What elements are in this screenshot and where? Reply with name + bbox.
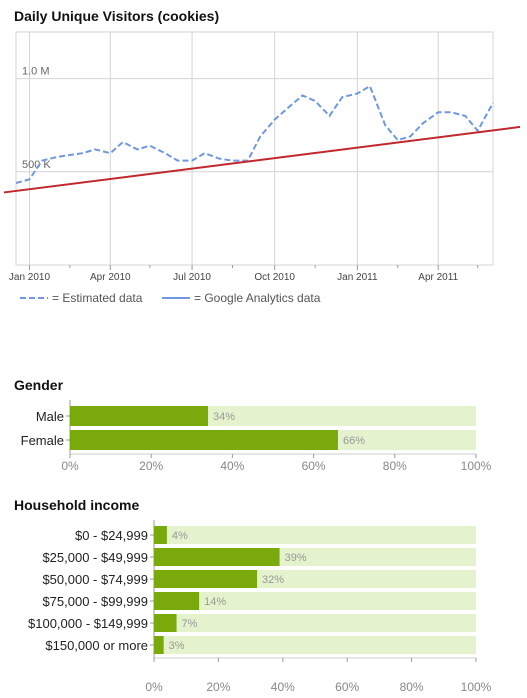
bar-track xyxy=(154,526,476,544)
bar-value-label: 14% xyxy=(204,596,226,608)
bar xyxy=(70,430,338,450)
category-label: Female xyxy=(21,433,64,448)
x-tick-label: 80% xyxy=(400,680,424,694)
bar-value-label: 66% xyxy=(343,435,365,447)
category-label: $50,000 - $74,999 xyxy=(42,572,148,587)
bar-track xyxy=(154,592,476,610)
category-label: $150,000 or more xyxy=(45,638,148,653)
gender-chart-title: Gender xyxy=(14,377,64,393)
estimated-data-line xyxy=(15,84,494,184)
x-tick-label: 40% xyxy=(271,680,295,694)
x-tick-label: 0% xyxy=(145,680,163,694)
bar xyxy=(154,570,258,588)
x-tick-label: 60% xyxy=(302,459,326,473)
x-tick-label: 20% xyxy=(206,680,230,694)
legend-analytics-label: = Google Analytics data xyxy=(194,291,321,305)
bar-value-label: 39% xyxy=(285,552,307,564)
bar xyxy=(154,592,200,610)
x-tick-label: 20% xyxy=(139,459,163,473)
x-tick-label: Oct 2010 xyxy=(254,272,295,283)
x-tick-label: 100% xyxy=(461,680,492,694)
bar-track xyxy=(154,636,476,654)
bar xyxy=(154,636,164,654)
bar xyxy=(70,406,209,426)
x-tick-label: 40% xyxy=(220,459,244,473)
bar xyxy=(154,614,177,632)
bar-value-label: 32% xyxy=(262,574,284,586)
gender-bar-chart: Male 34% Female 66% 0% 20% 40% 60% 80% 100% xyxy=(21,400,492,473)
income-chart-title: Household income xyxy=(14,497,140,513)
bar-value-label: 7% xyxy=(182,618,198,630)
x-tick-label: 0% xyxy=(61,459,79,473)
y-tick-label: 1.0 M xyxy=(22,66,50,78)
bar-value-label: 3% xyxy=(169,640,185,652)
x-tick-label: Apr 2010 xyxy=(90,272,131,283)
category-label: $25,000 - $49,999 xyxy=(42,550,148,565)
x-tick-label: Jan 2010 xyxy=(9,272,51,283)
y-tick-label: 500 K xyxy=(22,159,51,171)
bar xyxy=(154,548,280,566)
bar-value-label: 34% xyxy=(213,411,235,423)
x-tick-label: 100% xyxy=(461,459,492,473)
bar xyxy=(154,526,167,544)
category-label: Male xyxy=(36,409,64,424)
category-label: $0 - $24,999 xyxy=(75,528,148,543)
x-tick-label: 80% xyxy=(383,459,407,473)
x-tick-label: Jan 2011 xyxy=(337,272,378,283)
x-tick-label: Jul 2010 xyxy=(173,272,211,283)
x-tick-label: 60% xyxy=(335,680,359,694)
bar-track xyxy=(154,614,476,632)
income-bar-chart: $0 - $24,999 4% $25,000 - $49,999 39% $50,00… xyxy=(28,520,492,694)
bar-value-label: 4% xyxy=(172,530,188,542)
visitors-chart-title: Daily Unique Visitors (cookies) xyxy=(14,8,220,24)
category-label: $100,000 - $149,999 xyxy=(28,616,148,631)
legend-estimated-label: = Estimated data xyxy=(52,291,143,305)
category-label: $75,000 - $99,999 xyxy=(42,594,148,609)
visitors-line-chart: Jan 2010 Apr 2010 Jul 2010 Oct 2010 Jan 2011… xyxy=(3,31,521,305)
x-tick-label: Apr 2011 xyxy=(418,272,458,283)
trend-line xyxy=(3,125,521,194)
